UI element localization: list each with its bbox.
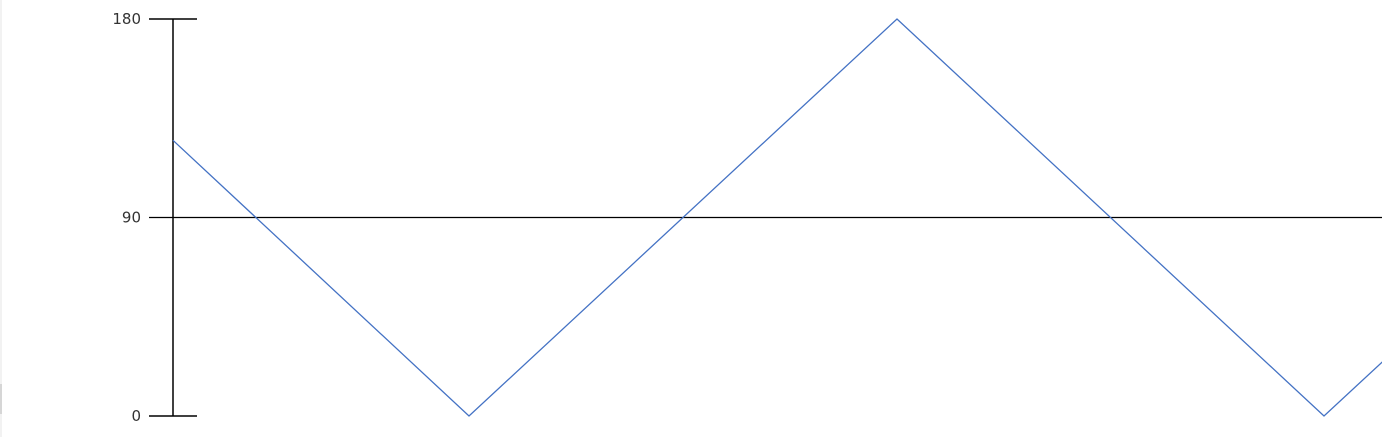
left-edge-notch: [0, 384, 2, 414]
series-line-0: [172, 18, 1382, 417]
y-tick-label-0: 0: [131, 407, 141, 425]
y-tick-label-90: 90: [122, 209, 141, 227]
y-tick-labels: 0 90 180: [112, 10, 141, 425]
left-edge: [0, 0, 2, 437]
series-group: [172, 18, 1382, 417]
y-tick-label-180: 180: [112, 10, 141, 28]
